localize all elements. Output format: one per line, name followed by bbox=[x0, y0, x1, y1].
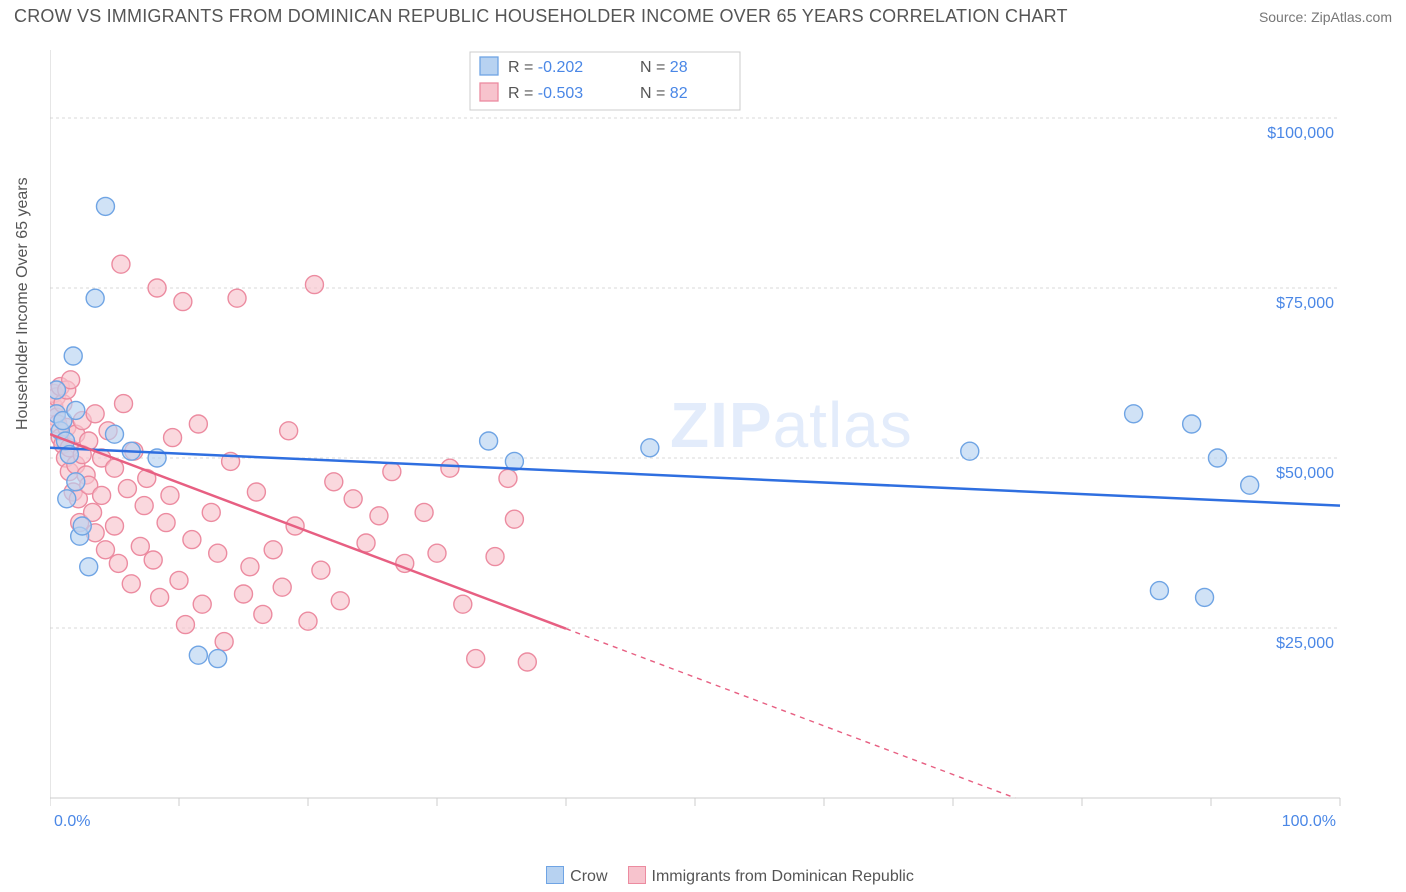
dr-point bbox=[415, 503, 433, 521]
dr-point bbox=[189, 415, 207, 433]
dr-point bbox=[505, 510, 523, 528]
dr-point bbox=[131, 537, 149, 555]
dr-point bbox=[144, 551, 162, 569]
dr-point bbox=[148, 279, 166, 297]
dr-point bbox=[202, 503, 220, 521]
dr-point bbox=[357, 534, 375, 552]
dr-point bbox=[215, 633, 233, 651]
dr-point bbox=[383, 463, 401, 481]
dr-point bbox=[247, 483, 265, 501]
crow-point bbox=[50, 381, 65, 399]
crow-point bbox=[80, 558, 98, 576]
crow-point bbox=[64, 347, 82, 365]
dr-point bbox=[96, 541, 114, 559]
dr-point bbox=[370, 507, 388, 525]
legend-label: Crow bbox=[570, 868, 607, 885]
dr-trend-line-dashed bbox=[566, 629, 1015, 798]
dr-point bbox=[467, 650, 485, 668]
svg-text:$100,000: $100,000 bbox=[1267, 125, 1334, 142]
dr-point bbox=[164, 429, 182, 447]
svg-text:$75,000: $75,000 bbox=[1276, 295, 1334, 312]
dr-point bbox=[106, 517, 124, 535]
crow-point bbox=[1208, 449, 1226, 467]
svg-text:0.0%: 0.0% bbox=[54, 813, 90, 828]
legend-swatch bbox=[628, 866, 646, 884]
crow-point bbox=[58, 490, 76, 508]
legend-swatch bbox=[546, 866, 564, 884]
crow-point bbox=[73, 517, 91, 535]
bottom-legend: Crow Immigrants from Dominican Republic bbox=[50, 866, 1390, 886]
dr-point bbox=[254, 605, 272, 623]
crow-point bbox=[96, 197, 114, 215]
crow-point bbox=[209, 650, 227, 668]
dr-point bbox=[454, 595, 472, 613]
svg-text:R = -0.202: R = -0.202 bbox=[508, 59, 583, 76]
dr-point bbox=[157, 514, 175, 532]
dr-point bbox=[93, 486, 111, 504]
dr-point bbox=[176, 616, 194, 634]
dr-point bbox=[209, 544, 227, 562]
dr-point bbox=[486, 548, 504, 566]
crow-point bbox=[67, 473, 85, 491]
dr-point bbox=[115, 395, 133, 413]
dr-point bbox=[170, 571, 188, 589]
crow-point bbox=[86, 289, 104, 307]
crow-point bbox=[480, 432, 498, 450]
dr-point bbox=[118, 480, 136, 498]
svg-text:$25,000: $25,000 bbox=[1276, 635, 1334, 652]
dr-point bbox=[235, 585, 253, 603]
chart: $25,000 $50,000 $75,000 $100,000 0.0% 100.0% R… bbox=[50, 38, 1390, 828]
dr-point bbox=[193, 595, 211, 613]
dr-point bbox=[518, 653, 536, 671]
dr-point bbox=[299, 612, 317, 630]
crow-point bbox=[1150, 582, 1168, 600]
legend-label: Immigrants from Dominican Republic bbox=[652, 868, 914, 885]
dr-point bbox=[441, 459, 459, 477]
crow-point bbox=[1196, 588, 1214, 606]
svg-text:N = 28: N = 28 bbox=[640, 59, 688, 76]
dr-point bbox=[305, 276, 323, 294]
crow-point bbox=[961, 442, 979, 460]
dr-point bbox=[151, 588, 169, 606]
crow-point bbox=[189, 646, 207, 664]
dr-point bbox=[344, 490, 362, 508]
dr-point bbox=[122, 575, 140, 593]
svg-text:100.0%: 100.0% bbox=[1282, 813, 1336, 828]
dr-point bbox=[174, 293, 192, 311]
dr-trend-line bbox=[50, 434, 566, 628]
dr-point bbox=[280, 422, 298, 440]
dr-point bbox=[273, 578, 291, 596]
scatter-svg: $25,000 $50,000 $75,000 $100,000 0.0% 100.0% R… bbox=[50, 38, 1390, 828]
dr-point bbox=[112, 255, 130, 273]
dr-point bbox=[228, 289, 246, 307]
crow-point bbox=[641, 439, 659, 457]
dr-point bbox=[264, 541, 282, 559]
crow-point bbox=[1241, 476, 1259, 494]
crow-trend-line bbox=[50, 448, 1340, 506]
dr-point bbox=[135, 497, 153, 515]
dr-point bbox=[499, 469, 517, 487]
svg-text:R = -0.503: R = -0.503 bbox=[508, 85, 583, 102]
dr-point bbox=[325, 473, 343, 491]
crow-point bbox=[1183, 415, 1201, 433]
dr-swatch bbox=[480, 83, 498, 101]
dr-point bbox=[161, 486, 179, 504]
crow-point bbox=[1125, 405, 1143, 423]
crow-point bbox=[106, 425, 124, 443]
chart-title: CROW VS IMMIGRANTS FROM DOMINICAN REPUBL… bbox=[14, 6, 1068, 27]
dr-point bbox=[331, 592, 349, 610]
dr-point bbox=[428, 544, 446, 562]
source-label: Source: ZipAtlas.com bbox=[1259, 9, 1392, 25]
dr-point bbox=[241, 558, 259, 576]
crow-swatch bbox=[480, 57, 498, 75]
dr-point bbox=[312, 561, 330, 579]
dr-point bbox=[86, 405, 104, 423]
svg-text:N = 82: N = 82 bbox=[640, 85, 688, 102]
dr-point bbox=[109, 554, 127, 572]
y-axis-label: Householder Income Over 65 years bbox=[14, 177, 32, 430]
header: CROW VS IMMIGRANTS FROM DOMINICAN REPUBL… bbox=[0, 0, 1406, 29]
svg-text:$50,000: $50,000 bbox=[1276, 465, 1334, 482]
dr-point bbox=[183, 531, 201, 549]
crow-point bbox=[67, 401, 85, 419]
